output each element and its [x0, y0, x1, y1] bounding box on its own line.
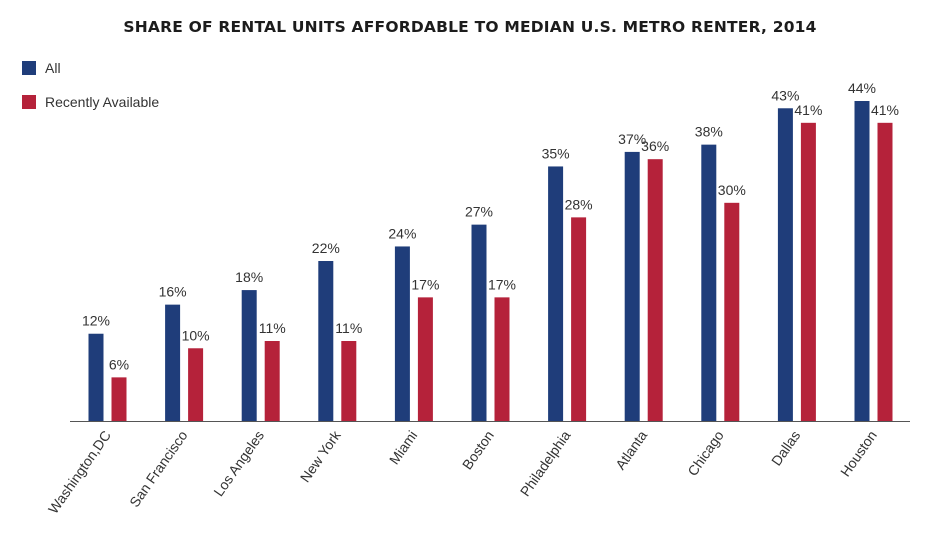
data-label-all-miami: 24%	[388, 225, 416, 241]
x-tick-label-miami: Miami	[386, 428, 421, 468]
x-tick-label-philadelphia: Philadelphia	[517, 427, 574, 499]
bar-all-philadelphia	[548, 166, 564, 421]
legend-swatch-recently-available	[22, 95, 36, 109]
legend: All Recently Available	[22, 58, 159, 126]
data-label-recently-available-san-francisco: 10%	[182, 327, 210, 343]
data-label-recently-available-new-york: 11%	[335, 320, 362, 336]
data-label-recently-available-chicago: 30%	[718, 182, 746, 198]
bar-all-miami	[394, 246, 410, 421]
x-tick-label-dallas: Dallas	[768, 428, 803, 469]
bar-recently-available-houston	[877, 122, 893, 422]
bar-all-los-angeles	[241, 290, 257, 421]
data-label-all-boston: 27%	[465, 204, 493, 220]
legend-label-all: All	[45, 60, 61, 76]
x-tick-label-washington-dc: Washington,DC	[45, 428, 114, 517]
bar-recently-available-boston	[494, 297, 510, 421]
data-label-recently-available-atlanta: 36%	[641, 138, 669, 154]
legend-item-all: All	[22, 58, 159, 78]
data-label-all-new-york: 22%	[312, 240, 340, 256]
x-tick-label-houston: Houston	[837, 428, 880, 480]
x-tick-label-new-york: New York	[297, 427, 345, 485]
data-label-all-chicago: 38%	[695, 124, 723, 140]
data-label-recently-available-miami: 17%	[411, 276, 439, 292]
bar-all-chicago	[701, 144, 717, 422]
data-label-recently-available-dallas: 41%	[794, 102, 822, 118]
data-label-all-san-francisco: 16%	[159, 284, 187, 300]
bar-recently-available-philadelphia	[571, 217, 587, 421]
data-label-all-washington-dc: 12%	[82, 313, 110, 329]
data-label-all-houston: 44%	[848, 80, 876, 96]
legend-label-recently-available: Recently Available	[45, 94, 160, 110]
bar-all-washington-dc	[88, 333, 104, 421]
x-tick-label-boston: Boston	[459, 428, 497, 473]
bar-recently-available-san-francisco	[188, 348, 204, 421]
x-tick-label-atlanta: Atlanta	[612, 427, 650, 472]
chart-title: SHARE OF RENTAL UNITS AFFORDABLE TO MEDI…	[123, 18, 817, 36]
data-label-recently-available-boston: 17%	[488, 276, 516, 292]
bar-recently-available-miami	[417, 297, 433, 421]
data-label-recently-available-philadelphia: 28%	[565, 196, 593, 212]
x-tick-label-chicago: Chicago	[684, 427, 727, 478]
bar-recently-available-chicago	[724, 202, 740, 421]
data-label-recently-available-washington-dc: 6%	[109, 356, 129, 372]
x-tick-label-los-angeles: Los Angeles	[210, 428, 267, 500]
bar-all-dallas	[777, 108, 793, 421]
bar-all-new-york	[318, 261, 334, 421]
bar-all-boston	[471, 224, 487, 421]
bar-recently-available-atlanta	[647, 159, 663, 421]
data-label-all-dallas: 43%	[771, 87, 799, 103]
data-label-all-los-angeles: 18%	[235, 269, 263, 285]
legend-swatch-all	[22, 61, 36, 75]
x-tick-label-san-francisco: San Francisco	[126, 427, 191, 510]
data-label-all-atlanta: 37%	[618, 131, 646, 147]
data-label-recently-available-houston: 41%	[871, 102, 899, 118]
data-label-all-philadelphia: 35%	[542, 145, 570, 161]
bar-recently-available-washington-dc	[111, 377, 127, 421]
bar-recently-available-new-york	[341, 341, 357, 421]
bar-all-san-francisco	[165, 304, 181, 421]
bar-all-houston	[854, 101, 870, 421]
legend-item-recently-available: Recently Available	[22, 92, 159, 112]
bar-all-atlanta	[624, 151, 640, 421]
data-label-recently-available-los-angeles: 11%	[259, 320, 286, 336]
bar-recently-available-dallas	[800, 122, 816, 422]
bar-recently-available-los-angeles	[264, 341, 280, 421]
